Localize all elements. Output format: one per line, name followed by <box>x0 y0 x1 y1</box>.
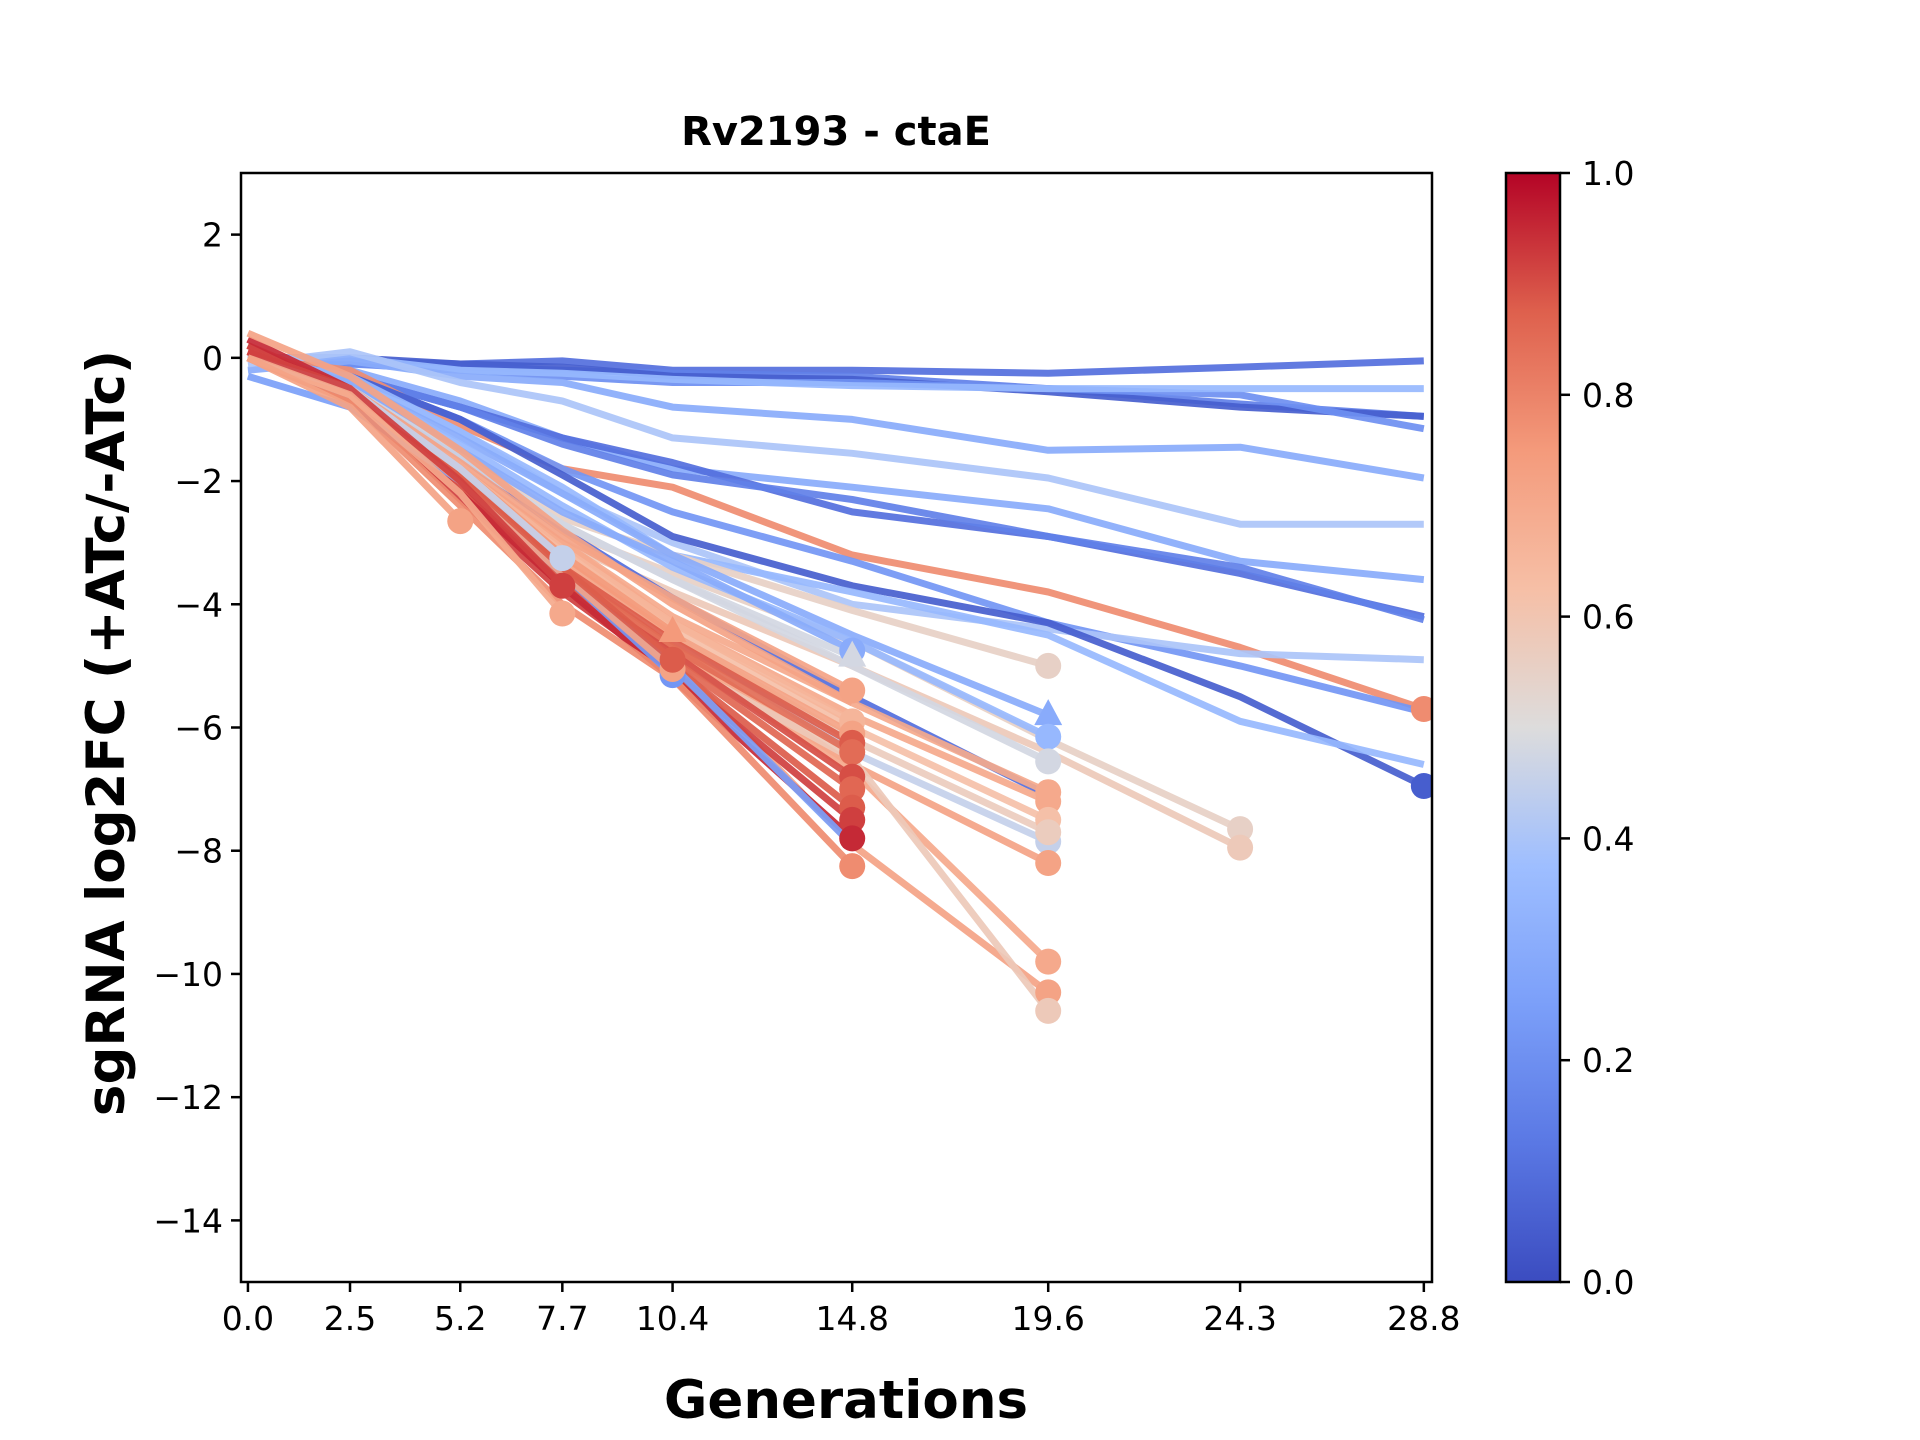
series-end-marker-52 <box>549 600 576 627</box>
x-axis: 0.0 2.5 5.2 7.7 10.4 14.8 19.6 24.3 28.8 <box>222 1282 1461 1338</box>
x-tick-label-3: 7.7 <box>536 1299 588 1338</box>
series-end-marker-53 <box>447 508 474 535</box>
series-end-marker-16 <box>1227 834 1254 861</box>
x-tick-label-5: 14.8 <box>815 1299 888 1338</box>
series-end-marker-41 <box>839 806 866 833</box>
colorbar-tick-label-1: 0.2 <box>1582 1041 1634 1080</box>
series-end-marker-10 <box>1410 696 1431 723</box>
y-tick-label-5: −8 <box>174 832 223 871</box>
series-end-marker-37 <box>839 739 866 766</box>
series-layer <box>246 329 1431 1024</box>
colorbar-tick-label-0: 0.0 <box>1582 1263 1634 1302</box>
series-end-marker-27 <box>1035 850 1062 877</box>
colorbar-tick-label-4: 0.8 <box>1582 376 1634 415</box>
series-end-marker-49 <box>658 616 687 643</box>
series-end-marker-23 <box>1035 788 1062 815</box>
series-end-marker-17 <box>1035 652 1062 679</box>
series-line-6 <box>247 348 1424 528</box>
series-line-51 <box>246 348 565 589</box>
y-tick-label-1: 0 <box>202 339 223 378</box>
series-line-7 <box>247 354 1425 584</box>
series-end-marker-44 <box>839 853 866 880</box>
series-end-marker-42 <box>839 825 866 852</box>
x-tick-label-7: 24.3 <box>1203 1299 1276 1338</box>
series-end-marker-33 <box>839 677 866 704</box>
colorbar <box>1504 171 1562 1284</box>
series-end-marker-18 <box>1034 699 1063 726</box>
y-tick-label-2: −2 <box>174 462 223 501</box>
series-end-marker-26 <box>1035 819 1062 846</box>
x-tick-label-4: 10.4 <box>636 1299 709 1338</box>
colorbar-tick-label-5: 1.0 <box>1582 154 1634 193</box>
series-end-marker-30 <box>1035 997 1062 1024</box>
y-tick-label-4: −6 <box>174 709 223 748</box>
series-line-13 <box>247 354 1426 790</box>
x-tick-label-2: 5.2 <box>434 1299 486 1338</box>
y-tick-label-0: 2 <box>202 216 223 255</box>
colorbar-tick-label-2: 0.4 <box>1582 819 1634 858</box>
colorbar-tick-label-3: 0.6 <box>1582 598 1634 637</box>
x-tick-label-6: 19.6 <box>1011 1299 1084 1338</box>
series-end-marker-51 <box>549 572 576 599</box>
x-axis-label: Generations <box>664 1370 1028 1431</box>
y-axis: 2 0 −2 −4 −6 −8 −10 −12 −14 <box>153 216 241 1240</box>
series-end-marker-28 <box>1035 948 1062 975</box>
x-tick-label-0: 0.0 <box>222 1299 274 1338</box>
series-end-marker-13 <box>1410 773 1431 800</box>
y-tick-label-8: −14 <box>153 1201 223 1240</box>
y-tick-label-3: −4 <box>174 585 223 624</box>
series-end-marker-50 <box>549 545 576 572</box>
y-tick-label-7: −12 <box>153 1078 223 1117</box>
series-end-marker-48 <box>659 646 686 673</box>
series-end-marker-19 <box>1035 723 1062 750</box>
series-line-52 <box>246 354 565 616</box>
series-line-5 <box>247 357 1425 482</box>
series-end-marker-39 <box>839 776 866 803</box>
chart-title: Rv2193 - ctaE <box>681 109 991 155</box>
markers <box>447 508 1431 1024</box>
colorbar-axis: 0.0 0.2 0.4 0.6 0.8 1.0 <box>1560 154 1634 1302</box>
x-tick-label-8: 28.8 <box>1387 1299 1460 1338</box>
series-line-53 <box>246 354 463 524</box>
series-line-45 <box>246 329 854 706</box>
y-tick-label-6: −10 <box>153 955 223 994</box>
series-end-marker-20 <box>1035 748 1062 775</box>
lines <box>246 329 1426 1014</box>
series-end-marker-32 <box>838 640 867 667</box>
series-end-marker-29 <box>1035 979 1062 1006</box>
y-axis-label: sgRNA log2FC (+ATc/-ATc) <box>76 350 137 1116</box>
series-end-marker-15 <box>1227 816 1254 843</box>
x-tick-label-1: 2.5 <box>324 1299 376 1338</box>
